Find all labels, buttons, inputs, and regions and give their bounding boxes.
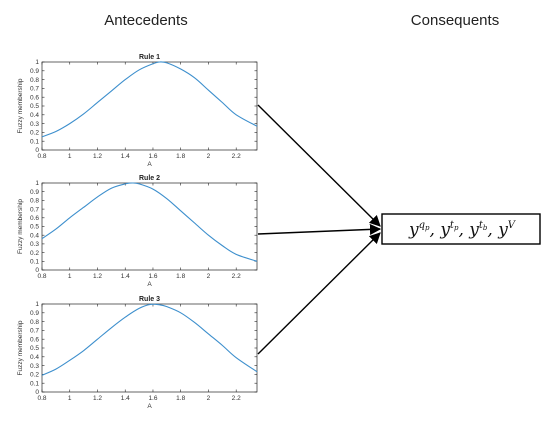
rule-2-y-tick-label: 0 — [35, 267, 39, 274]
rule-3-y-tick-label: 0.8 — [30, 319, 39, 326]
rule-3-y-tick-label: 0.3 — [30, 363, 39, 370]
antecedents-heading: Antecedents — [104, 12, 187, 29]
rule-3-x-tick-label: 1.6 — [148, 395, 157, 402]
rule-3-plot: 0.8 1 1.2 1.4 1.6 1.8 2 2.200.10.20.30.40.50.60… — [17, 296, 258, 410]
rule-1-x-tick-label: 2.2 — [232, 153, 241, 160]
rule-2-y-axis-label: Fuzzy membership — [17, 199, 24, 254]
rule-3-y-tick-label: 0.6 — [30, 336, 39, 343]
rule-2-membership-curve — [41, 182, 258, 262]
rule-2-x-tick-label: 1.6 — [148, 273, 157, 280]
rule-1-title: Rule 1 — [139, 54, 160, 61]
rule-2-title: Rule 2 — [139, 175, 160, 182]
consequent-box-frame — [381, 213, 541, 245]
rule-1-x-axis-label: A — [147, 161, 152, 168]
rule-3-x-tick-label: 1.4 — [121, 395, 130, 402]
rule-3-y-tick-label: 0.1 — [30, 380, 39, 387]
rule-1-x-tick-label: 1.6 — [148, 153, 157, 160]
rule-3-x-tick-label: 1.8 — [176, 395, 185, 402]
rule-1-y-axis-label: Fuzzy membership — [17, 78, 24, 133]
consequent-output-expression: yqp, ytp, ytb, yV — [408, 220, 517, 240]
rule-1-x-tick-label: 1 — [68, 153, 72, 160]
output-term-tp: ytp, — [439, 220, 469, 240]
rule-2-x-tick-label: 2.2 — [232, 273, 241, 280]
rule-3-y-tick-label: 0.2 — [30, 372, 39, 379]
arrow-rule-1 — [257, 104, 381, 227]
rule-1-membership-curve — [41, 61, 258, 138]
rule-1-plot-frame — [41, 61, 258, 151]
rule-1-y-tick-label: 0.8 — [30, 77, 39, 84]
rule-3-x-tick-label: 2 — [207, 395, 211, 402]
rule-2-x-axis-label: A — [147, 281, 152, 288]
rule-3-title: Rule 3 — [139, 296, 160, 303]
rule-3-x-tick-label: 0.8 — [37, 395, 46, 402]
consequent-box: yqp, ytp, ytb, yV — [381, 213, 541, 245]
rule-1-x-tick-label: 1.4 — [121, 153, 130, 160]
rule-2-plot-frame — [41, 182, 258, 271]
rule-3-membership-curve — [41, 303, 258, 376]
output-term-qp: yqp, — [408, 220, 440, 240]
rule-2-y-tick-label: 0.3 — [30, 241, 39, 248]
rule-3-plot-frame — [41, 303, 258, 393]
rule-1-y-tick-label: 0.6 — [30, 94, 39, 101]
rule-2-x-tick-label: 1.4 — [121, 273, 130, 280]
rule-1-y-tick-label: 0.7 — [30, 86, 39, 93]
rule-3-y-tick-label: 0.5 — [30, 345, 39, 352]
rule-2-plot: 0.8 1 1.2 1.4 1.6 1.8 2 2.2 00.1 0.2 0.3 0.40.5 0.6 0… — [17, 175, 258, 288]
rule-2-y-tick-label: 0.9 — [30, 189, 39, 196]
rule-1-y-tick-label: 1 — [35, 59, 39, 66]
rule-1-plot: 0.8 1 1.2 1.4 1.6 1.8 2 2.200.10.20.30.40.50.60… — [17, 54, 258, 168]
rule-2-y-tick-label: 0.2 — [30, 250, 39, 257]
rule-2-y-tick-label: 0.6 — [30, 215, 39, 222]
rule-1-y-tick-label: 0.4 — [30, 112, 39, 119]
antecedent-plots: 0.8 1 1.2 1.4 1.6 1.8 2 2.200.10.20.30.40.50.60… — [17, 54, 258, 410]
rule-2-x-tick-label: 0.8 — [37, 273, 46, 280]
rule-2-y-tick-label: 0.8 — [30, 198, 39, 205]
rule-1-x-tick-label: 2 — [207, 153, 211, 160]
output-term-v: yV — [497, 220, 517, 240]
rule-1-x-tick-label: 1.2 — [93, 153, 102, 160]
rule-3-x-tick-label: 2.2 — [232, 395, 241, 402]
rule-1-y-tick-label: 0.1 — [30, 138, 39, 145]
output-term-tb: ytb, — [468, 220, 498, 240]
rule-2-y-tick-label: 1 — [35, 180, 39, 187]
rule-3-y-tick-label: 0.9 — [30, 310, 39, 317]
rule-1-x-tick-label: 1.8 — [176, 153, 185, 160]
rule-3-y-axis-label: Fuzzy membership — [17, 320, 24, 375]
rule-3-y-tick-label: 0 — [35, 389, 39, 396]
rule-3-x-tick-label: 1.2 — [93, 395, 102, 402]
rule-3-x-tick-label: 1 — [68, 395, 72, 402]
rule-3-x-axis-label: A — [147, 403, 152, 410]
rule-3-y-tick-label: 1 — [35, 301, 39, 308]
rule-1-y-tick-label: 0.3 — [30, 121, 39, 128]
rule-2-x-tick-label: 1 — [68, 273, 72, 280]
rule-2-x-tick-label: 2 — [207, 273, 211, 280]
arrow-rule-3 — [257, 232, 381, 355]
rule-3-y-tick-label: 0.4 — [30, 354, 39, 361]
consequents-heading: Consequents — [411, 12, 499, 29]
rule-1-y-tick-label: 0 — [35, 147, 39, 154]
rule-2-x-tick-label: 1.2 — [93, 273, 102, 280]
rule-2-y-tick-label: 0.1 — [30, 259, 39, 266]
rule-3-y-tick-label: 0.7 — [30, 328, 39, 335]
arrow-rule-2 — [257, 223, 382, 236]
rule-2-y-tick-label: 0.4 — [30, 232, 39, 239]
rule-2-y-tick-label: 0.7 — [30, 206, 39, 213]
rule-1-y-tick-label: 0.9 — [30, 68, 39, 75]
rule-1-y-tick-label: 0.2 — [30, 130, 39, 137]
rule-1-y-tick-label: 0.5 — [30, 103, 39, 110]
rule-1-x-tick-label: 0.8 — [37, 153, 46, 160]
rule-2-y-tick-label: 0.5 — [30, 224, 39, 231]
rule-2-x-tick-label: 1.8 — [176, 273, 185, 280]
